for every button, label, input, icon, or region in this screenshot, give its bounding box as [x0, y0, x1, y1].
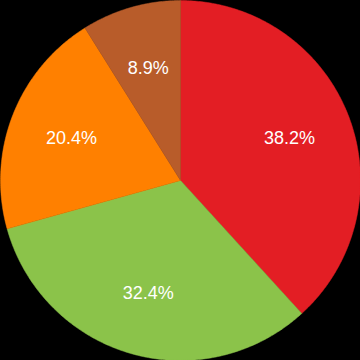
svg-text:8.9%: 8.9% — [128, 58, 169, 78]
svg-text:38.2%: 38.2% — [264, 128, 315, 148]
svg-text:20.4%: 20.4% — [46, 128, 97, 148]
svg-text:32.4%: 32.4% — [123, 283, 174, 303]
